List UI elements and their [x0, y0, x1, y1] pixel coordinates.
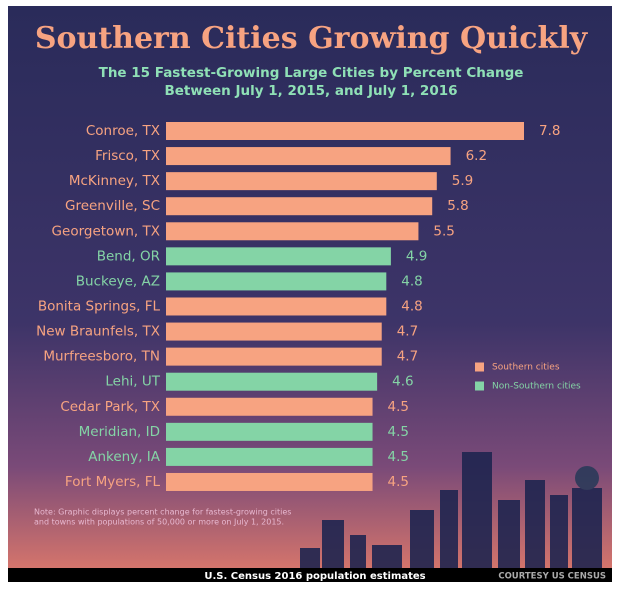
- y-tick-label: Frisco, TX: [95, 148, 160, 164]
- y-tick-label: McKinney, TX: [69, 173, 160, 189]
- y-tick-label: Meridian, ID: [79, 424, 160, 440]
- chart-subtitle: The 15 Fastest-Growing Large Cities by P…: [99, 65, 524, 81]
- bar: [166, 172, 437, 191]
- legend-label: Non-Southern cities: [492, 382, 581, 392]
- bar: [166, 297, 387, 316]
- y-tick-label: Cedar Park, TX: [60, 399, 160, 415]
- value-label: 4.5: [388, 474, 409, 490]
- y-tick-label: Conroe, TX: [86, 123, 160, 139]
- chart-title: Southern Cities Growing Quickly: [35, 21, 589, 56]
- y-tick-label: Bonita Springs, FL: [38, 298, 161, 314]
- bar: [166, 272, 387, 291]
- legend-swatch: [475, 362, 484, 372]
- bar: [166, 322, 382, 341]
- bar: [166, 372, 378, 391]
- y-tick-label: Ankeny, IA: [88, 449, 161, 465]
- y-tick-label: Fort Myers, FL: [65, 474, 161, 490]
- note: Note: Graphic displays percent change fo…: [34, 508, 291, 517]
- value-label: 4.9: [406, 248, 427, 264]
- value-label: 6.2: [466, 148, 487, 164]
- credit: COURTESY US CENSUS: [498, 572, 606, 582]
- note: and towns with populations of 50,000 or …: [34, 518, 284, 527]
- value-label: 7.8: [539, 123, 560, 139]
- y-tick-label: Bend, OR: [97, 248, 160, 264]
- bar: [166, 122, 524, 140]
- legend-label: Southern cities: [492, 363, 560, 373]
- value-label: 4.5: [388, 424, 409, 440]
- y-tick-label: Buckeye, AZ: [76, 273, 160, 289]
- bar: [166, 347, 382, 366]
- value-label: 5.8: [447, 198, 468, 214]
- legend-swatch: [475, 381, 484, 391]
- value-label: 4.7: [397, 349, 418, 365]
- y-tick-label: Greenville, SC: [65, 198, 160, 214]
- skyline: [300, 452, 602, 570]
- bar: [166, 472, 373, 491]
- y-tick-label: Lehi, UT: [105, 374, 160, 390]
- bar: [166, 397, 373, 416]
- bar: [166, 147, 451, 166]
- y-tick-label: Murfreesboro, TN: [43, 349, 160, 365]
- footer-bar: [8, 568, 612, 582]
- bar: [166, 247, 391, 266]
- value-label: 4.5: [388, 399, 409, 415]
- source: U.S. Census 2016 population estimates: [204, 571, 425, 582]
- value-label: 5.9: [452, 173, 473, 189]
- bar: [166, 197, 433, 216]
- value-label: 4.8: [401, 273, 422, 289]
- y-tick-label: New Braunfels, TX: [36, 324, 160, 340]
- bar: [166, 447, 373, 466]
- value-label: 4.8: [401, 298, 422, 314]
- y-tick-label: Georgetown, TX: [52, 223, 160, 239]
- value-label: 4.7: [397, 324, 418, 340]
- value-label: 4.5: [388, 449, 409, 465]
- value-label: 4.6: [392, 374, 413, 390]
- bar: [166, 222, 419, 241]
- chart-subtitle: Between July 1, 2015, and July 1, 2016: [164, 83, 457, 99]
- value-label: 5.5: [433, 223, 454, 239]
- bar: [166, 422, 373, 441]
